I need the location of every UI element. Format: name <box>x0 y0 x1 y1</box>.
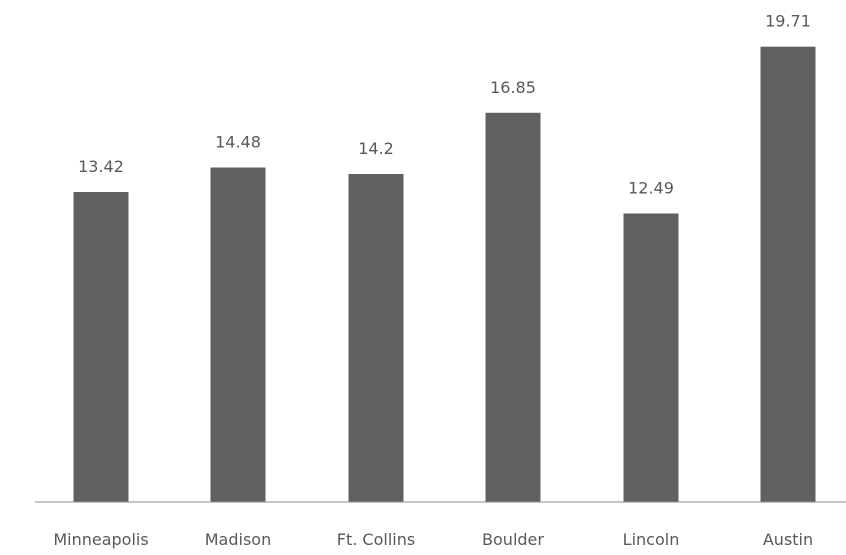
bar-madison <box>210 167 266 502</box>
bar-minneapolis <box>73 191 129 503</box>
category-label: Lincoln <box>623 530 680 549</box>
category-label: Madison <box>205 530 271 549</box>
bars-group <box>73 46 816 503</box>
bar-boulder <box>485 112 541 502</box>
value-label: 12.49 <box>628 178 674 197</box>
category-label: Austin <box>763 530 813 549</box>
category-label: Boulder <box>482 530 544 549</box>
bar-ft-collins <box>348 173 404 503</box>
category-label: Ft. Collins <box>337 530 415 549</box>
value-label: 16.85 <box>490 78 536 97</box>
bar-lincoln <box>623 213 679 502</box>
value-labels-group: 13.42 14.48 14.2 16.85 12.49 19.71 <box>78 12 811 198</box>
value-label: 14.2 <box>358 139 394 158</box>
value-label: 14.48 <box>215 133 261 152</box>
category-label: Minneapolis <box>53 530 148 549</box>
value-label: 19.71 <box>765 12 811 31</box>
value-label: 13.42 <box>78 157 124 176</box>
bar-austin <box>760 46 816 502</box>
category-labels-group: Minneapolis Madison Ft. Collins Boulder Linc… <box>53 530 813 549</box>
